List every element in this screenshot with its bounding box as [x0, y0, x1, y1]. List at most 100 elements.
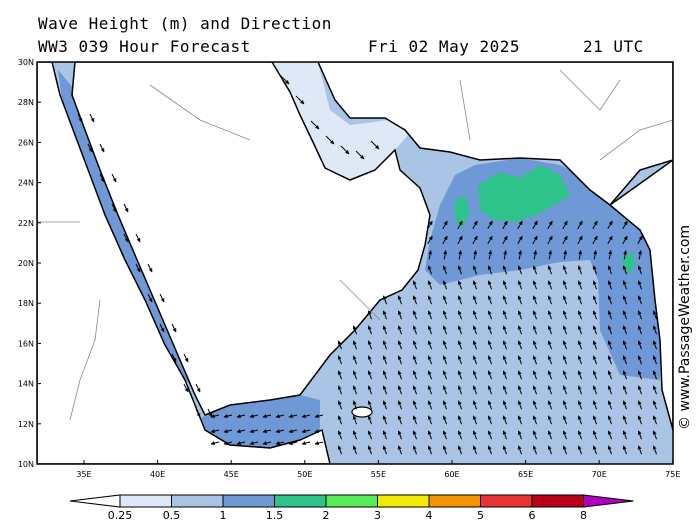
legend-right-tip [583, 494, 634, 508]
wave-arrow [502, 415, 508, 425]
wave-arrow [295, 95, 305, 105]
wave-arrow [502, 295, 508, 305]
wave-arrow [487, 310, 493, 320]
wave-arrow [310, 120, 320, 130]
wave-arrow [457, 340, 463, 350]
wave-arrow [314, 414, 324, 419]
wave-arrow [195, 408, 201, 418]
wave-arrow [562, 235, 568, 245]
wave-arrow [352, 370, 358, 380]
legend-swatch [171, 494, 224, 508]
wave-arrow [637, 430, 643, 440]
wave-arrow [397, 295, 403, 305]
wave-arrow [382, 415, 388, 425]
wave-arrow [547, 325, 553, 335]
wave-arrow [301, 441, 311, 446]
wave-arrow [623, 250, 628, 260]
wave-arrow [367, 430, 373, 440]
wave-arrow [249, 414, 259, 419]
wave-arrow [442, 235, 448, 245]
wave-arrow [637, 310, 643, 320]
lat-label: 22N [18, 219, 34, 228]
wave-arrow [367, 445, 373, 455]
wave-arrow [262, 429, 272, 434]
wave-arrow [442, 385, 448, 395]
wave-arrow [183, 383, 189, 393]
wave-arrow [487, 295, 493, 305]
wave-arrow [592, 295, 598, 305]
wave-arrow [562, 430, 568, 440]
wave-arrow [502, 355, 508, 365]
wave-arrow [442, 400, 448, 410]
wave-arrow [337, 355, 343, 365]
wave-arrow [397, 445, 403, 455]
wave-arrow [428, 250, 433, 260]
high-wave-zone-north [425, 158, 660, 380]
wave-arrow [547, 310, 553, 320]
wave-arrow [517, 295, 523, 305]
wave-arrow [577, 265, 583, 275]
wave-arrow [223, 429, 233, 434]
wave-arrow [223, 441, 233, 446]
wave-arrow [532, 400, 538, 410]
wave-arrow [607, 370, 613, 380]
wave-arrow [532, 295, 538, 305]
socotra-island [351, 406, 373, 418]
wave-arrow [427, 445, 433, 455]
wave-arrow [502, 220, 508, 230]
wave-arrow [547, 220, 553, 230]
lon-label: 70E [592, 470, 607, 479]
wave-arrow [577, 445, 583, 455]
wave-arrow [562, 220, 568, 230]
wave-arrow [517, 220, 523, 230]
legend-label: 8 [580, 509, 587, 522]
lon-label: 40E [150, 470, 165, 479]
wave-arrow [502, 400, 508, 410]
wave-arrow [517, 370, 523, 380]
wave-arrow [412, 370, 418, 380]
wave-arrow [607, 310, 613, 320]
lon-label: 50E [297, 470, 312, 479]
map-title: Wave Height (m) and Direction [38, 14, 332, 33]
wave-arrow [210, 441, 220, 446]
wave-arrow [249, 441, 259, 446]
wave-arrow [352, 355, 358, 365]
wave-arrow [502, 385, 508, 395]
wave-arrow [637, 280, 643, 290]
wave-arrow [472, 430, 478, 440]
forecast-time: 21 UTC [583, 37, 644, 56]
wave-arrow [427, 310, 433, 320]
legend-label: 0.25 [108, 509, 133, 522]
wave-arrow [517, 430, 523, 440]
wave-arrow [577, 355, 583, 365]
wave-arrow [397, 355, 403, 365]
wave-arrow [87, 143, 93, 153]
wave-arrow [622, 310, 628, 320]
wave-arrow [352, 385, 358, 395]
wave-arrow [337, 370, 343, 380]
wave-arrow [547, 445, 553, 455]
wave-arrow [159, 293, 165, 303]
wave-arrow [562, 385, 568, 395]
wave-arrow [592, 415, 598, 425]
wave-arrow [547, 430, 553, 440]
wave-arrow [532, 370, 538, 380]
wave-arrow [532, 310, 538, 320]
wave-arrow [562, 265, 568, 275]
wave-arrow [382, 325, 388, 335]
lat-label: 16N [18, 339, 34, 348]
wave-arrow [592, 280, 598, 290]
wave-arrow [577, 280, 583, 290]
latitude-labels: 30N 28N 26N 24N 22N 20N 18N 16N 14N 12N 10N [18, 58, 41, 469]
wave-arrow [397, 415, 403, 425]
lon-label: 75E [665, 470, 680, 479]
wave-arrow [592, 220, 598, 230]
wave-arrow [622, 295, 628, 305]
wave-arrow [427, 325, 433, 335]
wave-arrow [457, 310, 463, 320]
wave-arrow [352, 445, 358, 455]
land-iran-pakistan [317, 62, 673, 207]
wave-arrow [301, 414, 311, 419]
wave-arrow [427, 220, 433, 230]
